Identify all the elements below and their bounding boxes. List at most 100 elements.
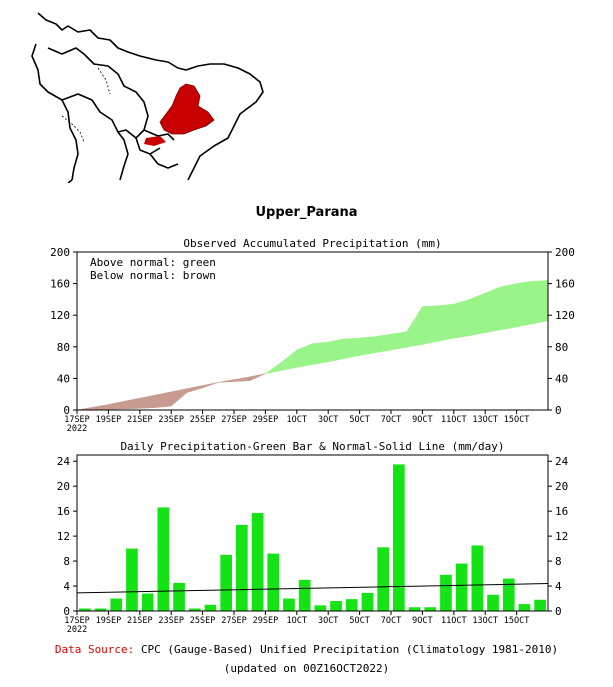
daily-bar [330, 601, 342, 611]
daily-bar [314, 605, 327, 611]
data-source-line: Data Source: CPC (Gauge-Based) Unified P… [0, 643, 613, 656]
y-tick-label-left: 120 [50, 309, 70, 322]
daily-bar [126, 548, 138, 611]
y-tick-label-left: 12 [57, 530, 70, 543]
rivers [61, 67, 111, 143]
x-tick-label: 1OCT [287, 616, 307, 626]
y-tick-label-right: 120 [555, 309, 575, 322]
x-tick-label: 9OCT [412, 415, 432, 425]
x-tick-label: 7OCT [381, 616, 401, 626]
accum-fill-segment [123, 397, 141, 410]
y-tick-label-left: 0 [63, 605, 70, 618]
accum-fill-segment [500, 283, 517, 331]
y-tick-label-right: 16 [555, 505, 568, 518]
y-tick-label-left: 8 [63, 555, 70, 568]
border-paraguay [117, 129, 175, 141]
accum-fill-segment [296, 343, 313, 368]
y-tick-label-right: 0 [555, 605, 562, 618]
x-tick-label: 27SEP [221, 616, 247, 626]
daily-bar [518, 604, 531, 611]
x-tick-label: 23SEP [158, 616, 184, 626]
normal-line [76, 583, 549, 594]
accum-fill-segment [139, 394, 156, 409]
daily-bar [236, 524, 248, 611]
accum-fill-segment [469, 292, 486, 337]
accum-fill-segment [233, 376, 250, 382]
accum-fill-segment [390, 331, 407, 351]
y-tick-label-left: 160 [50, 278, 70, 291]
plot-frame-accumulated [76, 251, 549, 411]
river-line [97, 67, 111, 95]
y-tick-label-left: 80 [57, 341, 70, 354]
x-tick-label: 11OCT [441, 415, 467, 425]
accum-fill-segment [422, 305, 439, 345]
daily-bar [157, 507, 170, 611]
chart-title-daily: Daily Precipitation-Green Bar & Normal-S… [120, 440, 504, 453]
y-tick-label-right: 40 [555, 372, 568, 385]
accum-fill-segment [437, 303, 455, 342]
x-tick-label: 17SEP [64, 415, 90, 425]
x-tick-label: 1OCT [287, 415, 307, 425]
coastline-west [31, 43, 79, 181]
x-tick-label: 5OCT [349, 415, 369, 425]
x-tick-label: 29SEP [253, 616, 279, 626]
y-tick-label-left: 20 [57, 480, 70, 493]
figure-title: Upper_Parana [255, 205, 358, 220]
accum-fill-segment [375, 333, 392, 354]
daily-bar [393, 464, 405, 611]
x-tick-label: 21SEP [127, 415, 153, 425]
plot-frame-daily [76, 454, 549, 612]
border-andes [61, 93, 129, 181]
daily-bar [502, 578, 515, 611]
daily-bar [361, 592, 374, 611]
accum-fill-segment [265, 362, 282, 374]
daily-bar [408, 607, 421, 611]
daily-bar [204, 604, 217, 611]
accum-fill-segment [170, 388, 188, 407]
daily-bar [534, 599, 546, 611]
x-tick-year: 2022 [67, 424, 87, 434]
accum-fill-segment [280, 349, 298, 371]
accum-fill-segment [327, 338, 345, 363]
daily-bar [471, 545, 484, 611]
daily-bar [110, 598, 123, 611]
accum-fill-segment [186, 385, 203, 393]
x-tick-label: 19SEP [96, 415, 122, 425]
accum-fill-segment [359, 336, 376, 356]
x-tick-label: 15OCT [504, 415, 530, 425]
y-tick-label-left: 4 [63, 580, 70, 593]
x-tick-label: 11OCT [441, 616, 467, 626]
x-tick-label: 3OCT [318, 415, 338, 425]
accum-fill-segment [155, 391, 172, 408]
x-tick-label: 13OCT [472, 616, 498, 626]
accum-fill-segment [202, 382, 219, 389]
accum-fill-segment [218, 379, 235, 383]
upper-parana-region [159, 83, 215, 135]
daily-bar [267, 553, 280, 611]
y-tick-label-left: 24 [57, 455, 71, 468]
y-tick-label-right: 12 [555, 530, 568, 543]
x-tick-label: 21SEP [127, 616, 153, 626]
y-tick-label-right: 20 [555, 480, 568, 493]
region-map [31, 12, 264, 183]
x-tick-label: 15OCT [504, 616, 530, 626]
x-tick-label: 25SEP [190, 415, 216, 425]
y-tick-label-left: 16 [57, 505, 70, 518]
x-tick-label: 17SEP [64, 616, 90, 626]
accum-fill-segment [453, 299, 470, 339]
accum-fill-segment [92, 404, 109, 410]
daily-bar [79, 608, 91, 611]
accum-fill-segment [312, 341, 329, 365]
coastline-north-east [37, 12, 264, 181]
coast-chile [67, 179, 73, 183]
updated-line: (updated on 00Z16OCT2022) [223, 662, 390, 675]
river-line [61, 115, 85, 143]
daily-bar [455, 563, 468, 611]
y-tick-label-right: 4 [555, 580, 562, 593]
daily-bar [220, 554, 232, 611]
x-tick-label: 7OCT [381, 415, 401, 425]
x-tick-year: 2022 [67, 625, 87, 635]
daily-bar [487, 594, 499, 611]
y-tick-label-right: 200 [555, 246, 575, 259]
y-tick-label-right: 8 [555, 555, 562, 568]
